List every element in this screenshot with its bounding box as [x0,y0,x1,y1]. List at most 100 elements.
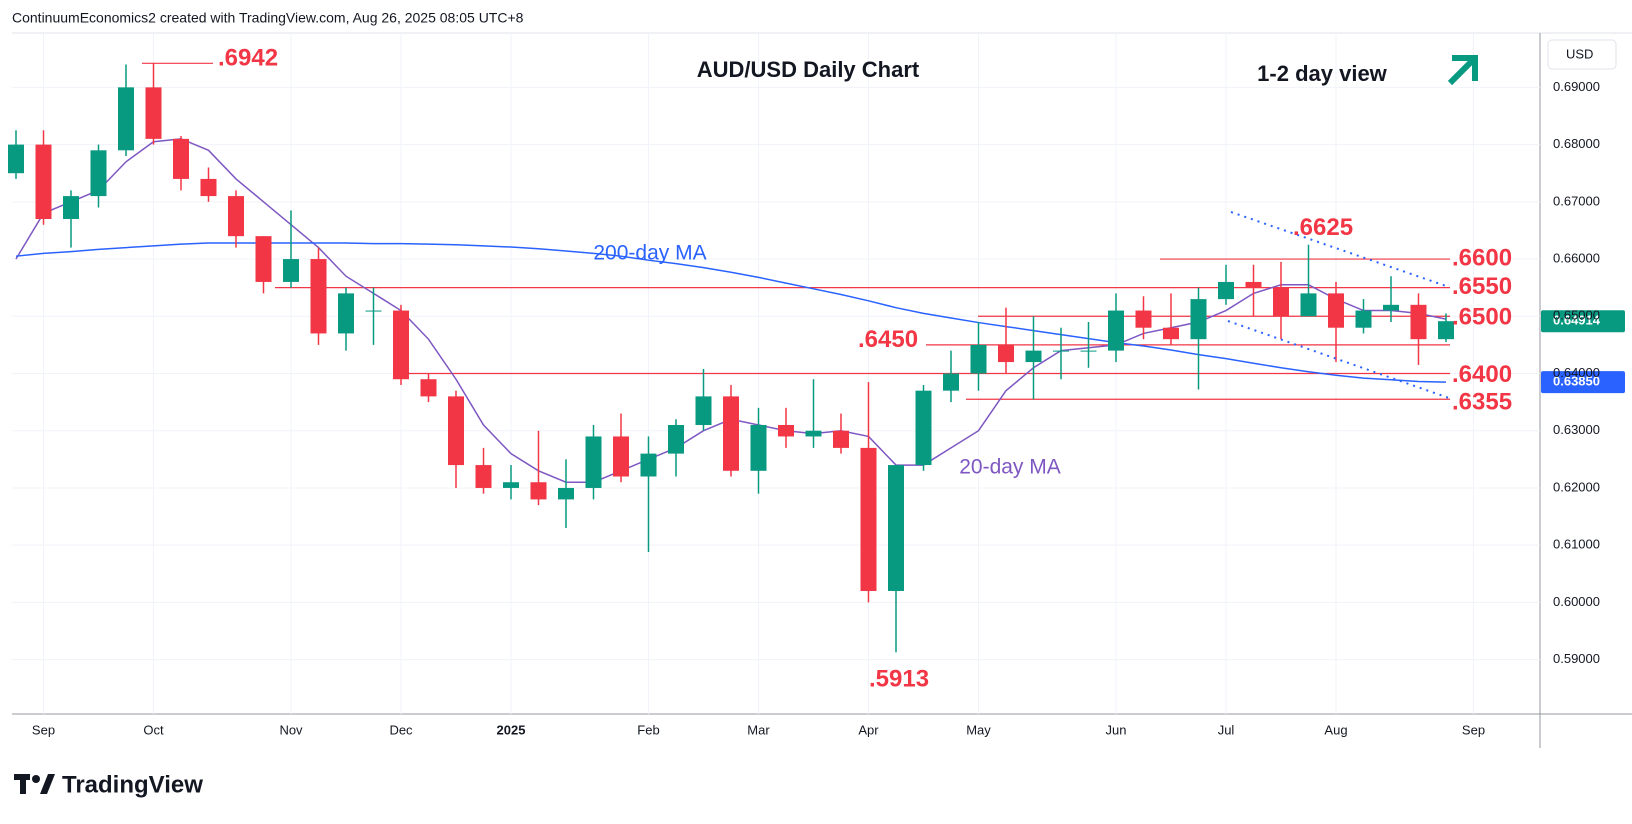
y-tick-label: 0.60000 [1553,594,1600,609]
candle-body [1328,293,1344,328]
candle-body [778,425,794,437]
level-label: .6450 [858,326,918,353]
candle-body [63,196,79,219]
y-tick-label: 0.69000 [1553,79,1600,94]
candle-body [833,430,849,448]
candle-body [1273,287,1289,317]
ma-label: 20-day MA [959,456,1061,479]
candle-body [228,196,244,237]
candle-body [1438,321,1454,340]
y-tick-label: 0.68000 [1553,136,1600,151]
candle-body [255,236,272,282]
level-label: .6550 [1452,273,1512,300]
candle-body [338,293,354,334]
x-tick-label: Apr [858,722,879,737]
level-label: .5913 [869,666,929,693]
chart-title: AUD/USD Daily Chart [697,57,920,82]
candle-body [860,447,877,591]
candle-body [943,373,959,391]
candle-body [200,178,217,197]
candle-body [35,144,52,219]
candle-body [998,344,1014,363]
price-tag-label: 0.63850 [1553,374,1600,389]
brand: TradingView [62,771,203,798]
candle-body [750,425,767,471]
candle-body [723,396,739,471]
y-tick-label: 0.62000 [1553,479,1600,494]
level-label: .6500 [1452,304,1512,331]
currency-box [1547,39,1617,70]
candle-body [448,396,464,466]
candle-body [310,259,327,334]
candle-body [8,144,24,174]
candle-body [1218,281,1234,300]
candle-body [1135,310,1152,328]
candle-body [613,436,629,477]
x-tick-label: 2025 [497,722,526,737]
candle-body [503,482,519,488]
currency: USD [1566,46,1593,61]
candle-body [695,396,712,426]
candle-body [283,259,299,282]
x-tick-label: Feb [637,722,659,737]
candles [8,63,1454,653]
candle-body [1190,299,1207,340]
x-tick-label: Sep [32,722,55,737]
level-label: .6625 [1293,214,1353,241]
candle-body [1355,310,1372,328]
candle-body [1080,350,1097,352]
candle-body [1383,304,1399,311]
candle-body [915,390,932,466]
candle-body [365,310,382,312]
y-tick-label: 0.66000 [1553,250,1600,265]
y-tick-label: 0.67000 [1553,193,1600,208]
y-tick-label: 0.65000 [1553,308,1600,323]
x-tick-label: May [966,722,991,737]
candle-body [420,379,437,397]
x-tick-label: Jun [1106,722,1127,737]
candle-body [393,310,409,380]
candle-body [1025,350,1042,363]
x-tick-label: Sep [1462,722,1485,737]
candle-body [90,150,107,197]
candle-body [1245,281,1262,288]
candle-body [1053,350,1069,352]
candle-body [475,465,492,488]
candle-body [1300,293,1317,317]
candle-body [640,453,657,477]
candle-body [970,344,987,374]
price-tag-label: 0.64914 [1553,313,1601,328]
ma-line [15,242,1447,383]
level-label: .6942 [218,45,278,72]
candle-body [118,87,134,151]
candle-body [888,465,904,591]
candle-body [173,138,189,179]
x-tick-label: Nov [279,722,303,737]
candle-body [145,87,162,139]
y-tick-label: 0.63000 [1553,422,1600,437]
x-tick-label: Jul [1218,722,1235,737]
header: ContinuumEconomics2 created with Trading… [12,10,524,26]
price-tag [1541,371,1625,394]
candle-body [1410,304,1427,340]
x-tick-label: Dec [389,722,413,737]
candle-body [805,430,822,437]
y-tick-label: 0.61000 [1553,537,1600,552]
ma-label: 200-day MA [593,242,706,265]
brand-logo [14,774,55,794]
candle-body [558,487,574,500]
price-tag [1541,310,1625,333]
view-annotation: 1-2 day view [1257,61,1388,86]
x-tick-label: Mar [747,722,770,737]
x-tick-label: Aug [1324,722,1347,737]
y-tick-label: 0.59000 [1553,651,1600,666]
price-tags: 0.64914 0.63850 [1541,310,1625,394]
levels [142,62,1450,400]
y-tick-label: 0.64000 [1553,365,1600,380]
candle-body [585,436,602,488]
level-label: .6400 [1452,361,1512,388]
level-label: .6600 [1452,244,1512,271]
candle-body [668,425,684,454]
x-tick-label: Oct [143,722,164,737]
